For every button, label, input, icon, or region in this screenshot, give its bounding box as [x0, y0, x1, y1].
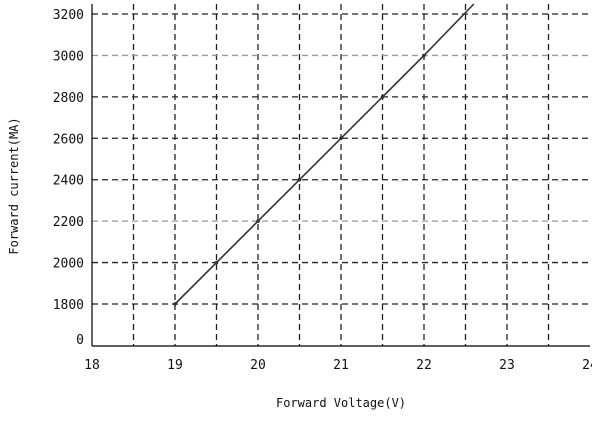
data-point — [173, 302, 177, 306]
y-tick-label: 3000 — [53, 49, 84, 64]
y-tick-label: 2000 — [53, 257, 84, 272]
y-axis-title: Forward current(MA) — [7, 117, 21, 254]
y-tick-label: 0 — [76, 333, 84, 348]
axes — [91, 4, 590, 347]
y-tick-label: 2200 — [53, 215, 84, 230]
y-tick-label: 2800 — [53, 91, 84, 106]
x-axis-title: Forward Voltage(V) — [276, 396, 406, 410]
y-tick-label: 1800 — [53, 298, 84, 313]
data-point — [422, 53, 426, 58]
grid — [92, 4, 590, 346]
x-tick-label: 22 — [416, 358, 432, 373]
data-point — [256, 219, 260, 223]
y-tick-label: 3200 — [53, 8, 84, 23]
data-point — [297, 177, 302, 182]
series — [173, 3, 475, 306]
series-line — [174, 3, 475, 305]
x-tick-label: 19 — [167, 358, 183, 373]
x-tick-label: 21 — [333, 358, 349, 373]
data-point — [339, 136, 343, 141]
x-tick-label: 18 — [84, 358, 100, 373]
data-point — [380, 95, 385, 99]
x-tick-label: 24 — [582, 358, 592, 373]
x-tick-label: 23 — [499, 358, 515, 373]
data-point — [214, 260, 219, 265]
x-tick-label: 20 — [250, 358, 266, 373]
y-tick-label: 2600 — [53, 132, 84, 147]
tick-labels: 18 19 20 21 22 23 24 0 1800 2000 2200 2400 2600 2800 3… — [53, 8, 592, 373]
y-tick-label: 2400 — [53, 174, 84, 189]
